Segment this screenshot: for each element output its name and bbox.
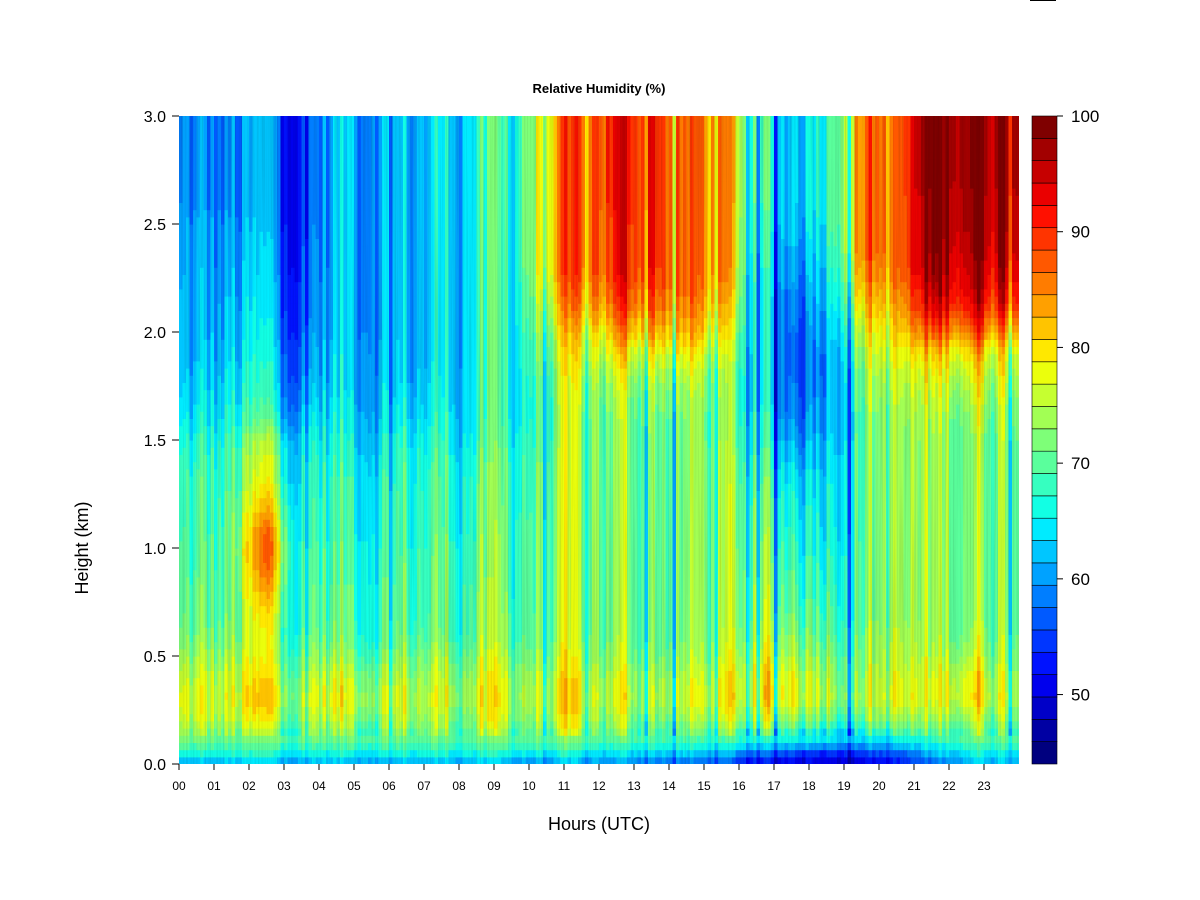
chart-title: Relative Humidity (%) bbox=[533, 81, 666, 96]
